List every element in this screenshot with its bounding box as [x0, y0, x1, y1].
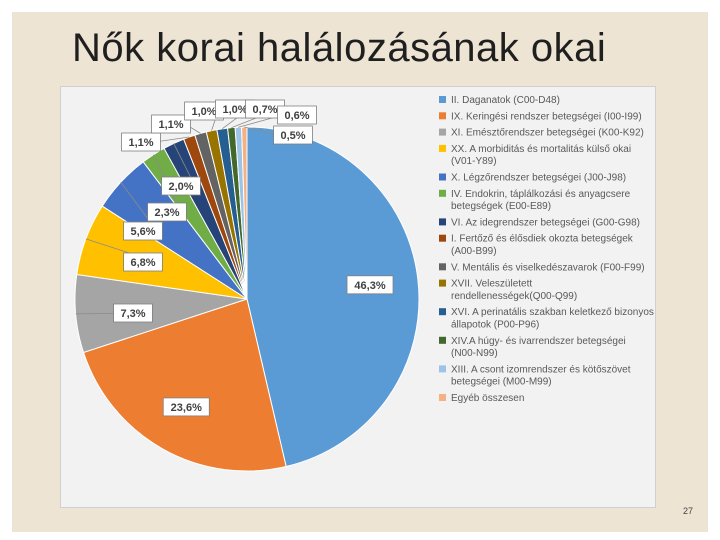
legend-label: rendellenességek(Q00-Q99) [451, 291, 577, 302]
legend-swatch [439, 336, 446, 344]
legend-label: állapotok (P00-P96) [451, 320, 539, 331]
data-label-box [123, 221, 163, 241]
pie-chart: 46,3% 23,6% 7,3% 6,8% 5,6% 2,3% 2,0% 1,1% 1,1% 1,… [74, 95, 654, 472]
legend-swatch [439, 96, 446, 103]
legend-swatch [439, 173, 446, 181]
data-label: 2,3% [154, 207, 179, 219]
legend-swatch [439, 234, 446, 242]
data-label: 0,5% [280, 130, 305, 142]
legend-item-xiii-a-csont-izomrendszer-s-k-t-sz-vet-b: XIII. A csont izomrendszer és kötőszövet… [439, 364, 631, 388]
legend-label: XVI. A perinatális szakban keletkező biz… [451, 307, 654, 318]
legend-label: XIII. A csont izomrendszer és kötőszövet [451, 364, 631, 375]
data-label: 23,6% [171, 402, 202, 414]
data-label-box [273, 125, 313, 145]
legend: II. Daganatok (C00-D48) IX. Keringési ren… [439, 95, 654, 404]
legend-label: X. Légzőrendszer betegségei (J00-J98) [451, 173, 626, 184]
data-label-box [277, 105, 317, 125]
page-number: 27 [683, 506, 694, 516]
legend-label: VI. Az idegrendszer betegségei (G00-G98) [451, 217, 640, 228]
pie-slices [74, 126, 420, 472]
legend-label: IX. Keringési rendszer betegségei (I00-I… [451, 111, 642, 122]
legend-label: I. Fertőző és élősdiek okozta betegségek [451, 234, 634, 245]
chart-area: 46,3% 23,6% 7,3% 6,8% 5,6% 2,3% 2,0% 1,1% 1,1% 1,… [60, 86, 656, 508]
legend-item-xiv-a-h-gy-s-ivarrendszer-betegs-gei-n00: XIV.A húgy- és ivarrendszer betegségei(N… [439, 336, 626, 359]
legend-label: Egyéb összesen [451, 393, 524, 404]
data-label: 6,8% [130, 257, 155, 269]
legend-swatch [439, 189, 446, 197]
data-label-box [147, 202, 187, 222]
legend-label: V. Mentális és viselkedészavarok (F00-F9… [451, 262, 645, 273]
legend-label: betegségek (E00-E89) [451, 201, 551, 212]
data-label: 1,0% [191, 106, 216, 118]
legend-item-vi-az-idegrendszer-betegs-gei-g00-g98: VI. Az idegrendszer betegségei (G00-G98) [439, 217, 640, 228]
pie-slice-ix-kering-si-rendszer-betegs-gei-i00-i99 [82, 298, 287, 472]
slide-title: Nők korai halálozásának okai [72, 26, 607, 70]
legend-item-x-l-gz-rendszer-betegs-gei-j00-j98: X. Légzőrendszer betegségei (J00-J98) [439, 173, 626, 184]
legend-item-v-ment-lis-s-viselked-szavarok-f00-f99: V. Mentális és viselkedészavarok (F00-F9… [439, 262, 645, 273]
legend-item-ii-daganatok-c00-d48: II. Daganatok (C00-D48) [439, 95, 560, 106]
data-label-box [113, 303, 153, 323]
legend-label: XVII. Veleszületett [451, 279, 532, 290]
data-label: 0,7% [252, 104, 277, 116]
pie-slice-ii-daganatok-c00-d48 [246, 126, 420, 468]
data-label: 7,3% [120, 308, 145, 320]
legend-item-xi-em-szt-rendszer-betegs-gei-k00-k92: XI. Emésztőrendszer betegségei (K00-K92) [439, 128, 644, 139]
legend-item-xx-a-morbidit-s-s-mortalit-s-k-ls-okai-v: XX. A morbiditás és mortalitás külső oka… [439, 144, 631, 167]
legend-swatch [439, 308, 446, 316]
legend-swatch [439, 394, 446, 401]
legend-swatch [439, 144, 446, 152]
data-label: 46,3% [354, 280, 385, 292]
legend-label: XX. A morbiditás és mortalitás külső oka… [451, 144, 631, 155]
legend-label: betegségei (M00-M99) [451, 377, 552, 388]
data-label-box [121, 132, 161, 152]
legend-label: (V01-Y89) [451, 156, 497, 167]
legend-label: (N00-N99) [451, 348, 498, 359]
data-label-box [161, 176, 201, 196]
data-labels: 46,3% 23,6% 7,3% 6,8% 5,6% 2,3% 2,0% 1,1% 1,1% 1,… [113, 99, 394, 417]
data-label: 0,6% [284, 110, 309, 122]
data-label-box [151, 114, 191, 134]
data-label: 1,1% [158, 119, 183, 131]
legend-item-xvii-velesz-letett-rendelleness-gek-q00-: XVII. Veleszületettrendellenességek(Q00-… [439, 279, 577, 302]
data-label-box [162, 397, 210, 417]
legend-label: IV. Endokrin, táplálkozási és anyagcsere [451, 189, 631, 200]
data-label: 5,6% [130, 226, 155, 238]
legend-swatch [439, 112, 446, 120]
data-label-box [123, 252, 163, 272]
legend-swatch [439, 279, 446, 287]
legend-label: XIV.A húgy- és ivarrendszer betegségei [451, 336, 626, 347]
data-label-box [346, 275, 394, 295]
legend-swatch [439, 263, 446, 271]
legend-label: II. Daganatok (C00-D48) [451, 95, 560, 106]
legend-swatch [439, 365, 446, 373]
data-label: 2,0% [168, 181, 193, 193]
legend-item-xvi-a-perinat-lis-szakban-keletkez-bizon: XVI. A perinatális szakban keletkező biz… [439, 307, 654, 331]
legend-item-egy-b-sszesen: Egyéb összesen [439, 393, 524, 404]
legend-item-i-fert-z-s-l-sdiek-okozta-betegs-gek-a00: I. Fertőző és élősdiek okozta betegségek… [439, 234, 634, 257]
data-label: 1,1% [128, 137, 153, 149]
legend-label: (A00-B99) [451, 246, 497, 257]
legend-swatch [439, 218, 446, 226]
legend-swatch [439, 128, 446, 136]
data-label: 1,0% [222, 104, 247, 116]
legend-item-ix-kering-si-rendszer-betegs-gei-i00-i99: IX. Keringési rendszer betegségei (I00-I… [439, 111, 642, 122]
legend-item-iv-endokrin-t-pl-lkoz-si-s-anyagcsere-be: IV. Endokrin, táplálkozási és anyagcsere… [439, 189, 631, 212]
legend-label: XI. Emésztőrendszer betegségei (K00-K92) [451, 128, 644, 139]
